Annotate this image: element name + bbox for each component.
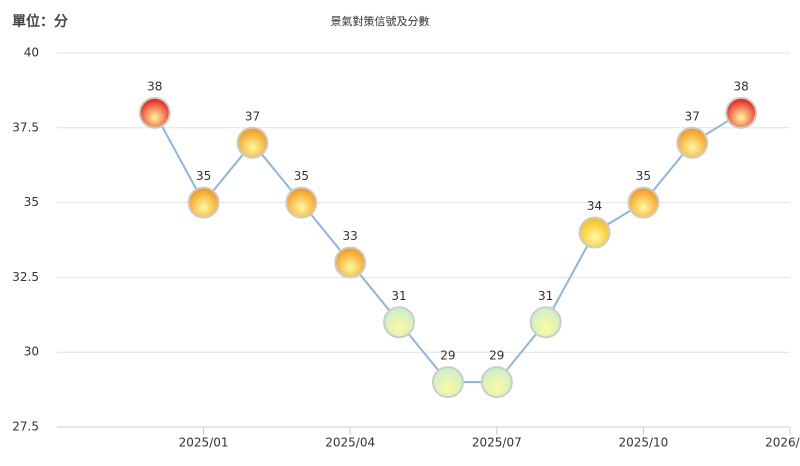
x-tick-label: 2025/04 [325, 436, 375, 450]
marker [187, 186, 220, 219]
y-tick-label: 30 [24, 345, 39, 359]
marker [627, 186, 660, 219]
x-tick-label: 2025/07 [472, 436, 522, 450]
data-label: 31 [391, 289, 406, 303]
data-label: 37 [685, 109, 700, 123]
data-label: 35 [636, 169, 651, 183]
data-label: 31 [538, 289, 553, 303]
y-tick-label: 35 [24, 195, 39, 209]
y-tick-label: 32.5 [12, 270, 39, 284]
data-label: 38 [147, 79, 162, 93]
data-label: 33 [343, 229, 358, 243]
data-label: 35 [294, 169, 309, 183]
chart-title: 景氣對策信號及分數 [331, 14, 430, 28]
x-tick-label: 2026/01 [765, 436, 800, 450]
data-label: 29 [440, 349, 455, 363]
y-axis-label: 單位：分 [12, 13, 68, 30]
x-tick-label: 2025/10 [618, 436, 668, 450]
data-label: 34 [587, 199, 602, 213]
marker [383, 306, 416, 339]
marker [480, 366, 513, 399]
marker [529, 306, 562, 339]
marker [578, 216, 611, 249]
data-label: 35 [196, 169, 211, 183]
y-tick-label: 40 [24, 46, 39, 60]
data-label: 37 [245, 109, 260, 123]
y-tick-label: 37.5 [12, 120, 39, 134]
marker [138, 96, 171, 129]
data-label: 38 [733, 79, 748, 93]
x-tick-label: 2025/01 [179, 436, 229, 450]
marker [725, 96, 758, 129]
marker [431, 366, 464, 399]
y-tick-label: 27.5 [12, 420, 39, 434]
data-label: 29 [489, 349, 504, 363]
marker [285, 186, 318, 219]
marker [334, 246, 367, 279]
marker [236, 126, 269, 159]
marker [676, 126, 709, 159]
